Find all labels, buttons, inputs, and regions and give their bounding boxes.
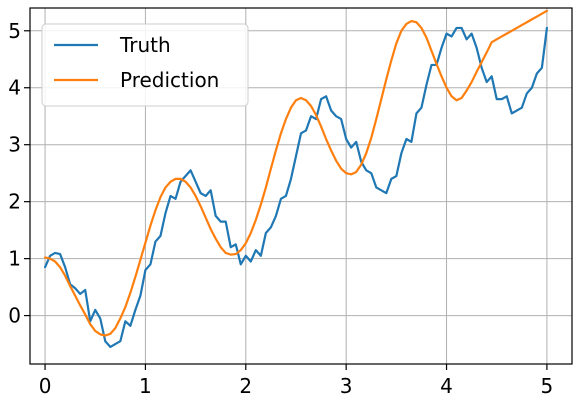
- series-line-truth: [43, 26, 549, 349]
- x-tick-label: 4: [440, 374, 453, 398]
- x-tick-label: 3: [340, 374, 353, 398]
- series-line-prediction: [43, 9, 549, 337]
- legend: Truth Prediction: [41, 23, 249, 107]
- series-lines: [43, 9, 549, 349]
- y-tick-label: 0: [8, 304, 21, 328]
- x-tick-label: 0: [39, 374, 52, 398]
- axis-ticks: 0 1 2 3 4 5 0 1 2 3 4 5: [8, 19, 553, 398]
- y-tick-label: 4: [8, 76, 21, 100]
- legend-label-truth: Truth: [119, 33, 171, 57]
- y-tick-label: 2: [8, 190, 21, 214]
- y-tick-label: 5: [8, 19, 21, 43]
- y-tick-label: 1: [8, 247, 21, 271]
- x-tick-label: 2: [239, 374, 252, 398]
- plot-frame: [29, 7, 573, 365]
- y-tick-label: 3: [8, 133, 21, 157]
- x-tick-label: 1: [139, 374, 152, 398]
- x-tick-label: 5: [541, 374, 554, 398]
- legend-label-prediction: Prediction: [120, 68, 219, 92]
